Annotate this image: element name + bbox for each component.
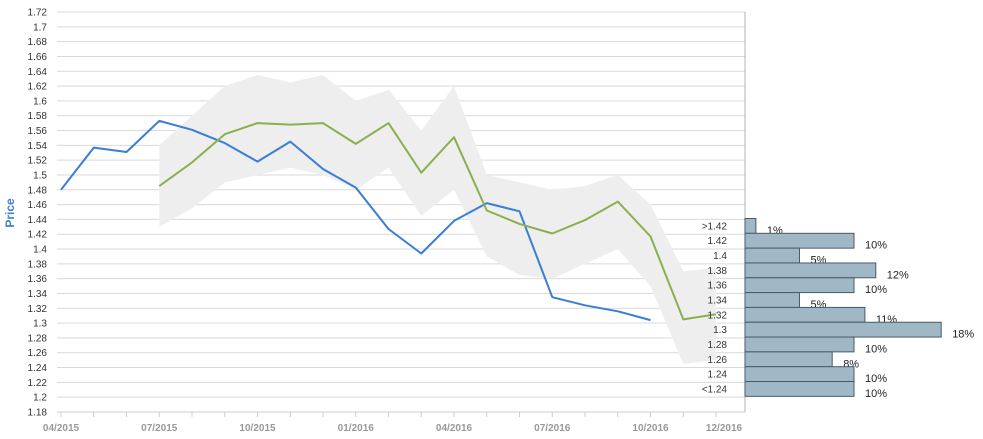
histogram-bin-label: 1.4 <box>713 251 727 262</box>
x-tick-label: 07/2015 <box>141 423 178 434</box>
histogram-percent-label: 10% <box>865 284 887 296</box>
y-tick-label: 1.2 <box>33 393 47 404</box>
histogram-bin-label: <1.24 <box>702 384 728 395</box>
histogram-bar <box>744 232 855 249</box>
series-line-2 <box>158 122 717 321</box>
y-tick-label: 1.46 <box>28 200 48 211</box>
histogram-bar <box>744 351 833 368</box>
x-axis-ticks: 04/2015 07/2015 10/2015 01/2016 04/2016 07/20… <box>43 412 743 434</box>
histogram-percent-label: 12% <box>887 269 909 281</box>
histogram-percent-label: 10% <box>865 240 887 252</box>
y-tick-label: 1.34 <box>28 289 48 300</box>
y-tick-label: 1.22 <box>28 378 48 389</box>
series-lines <box>60 119 717 322</box>
histogram-bin-label: 1.36 <box>708 281 728 292</box>
histogram-bin-label: 1.26 <box>708 355 728 366</box>
histogram-bar <box>744 247 800 264</box>
y-tick-label: 1.6 <box>33 96 47 107</box>
y-tick-label: 1.64 <box>28 67 48 78</box>
histogram-bin-label: >1.42 <box>702 221 728 232</box>
histogram-bar <box>744 306 866 323</box>
x-tick-label: 10/2015 <box>239 423 276 434</box>
histogram-percent-label: 10% <box>865 388 887 400</box>
distribution-histogram: >1.42 1%1.42 10%1.4 5%1.38 12%1.36 10%1.34 5%1… <box>702 218 974 400</box>
y-tick-label: 1.58 <box>28 111 48 122</box>
x-tick-label: 04/2015 <box>43 423 80 434</box>
y-tick-label: 1.56 <box>28 126 48 137</box>
y-tick-label: 1.68 <box>28 37 48 48</box>
y-tick-label: 1.3 <box>33 319 47 330</box>
y-tick-label: 1.4 <box>33 245 47 256</box>
y-axis-ticks: 1.72 1.7 1.68 1.66 1.64 1.62 1.6 1.58 1.56 1.54 1.… <box>28 8 48 419</box>
x-tick-label: 12/2016 <box>706 423 743 434</box>
histogram-bar <box>744 292 800 308</box>
histogram-percent-label: 10% <box>865 343 887 355</box>
histogram-bar <box>744 336 855 353</box>
histogram-bin-label: 1.28 <box>708 340 728 351</box>
y-axis-label: Price <box>3 198 17 228</box>
y-tick-label: 1.62 <box>28 82 48 93</box>
y-tick-label: 1.7 <box>33 22 47 33</box>
x-tick-label: 10/2016 <box>632 423 669 434</box>
histogram-bin-label: 1.42 <box>708 236 728 247</box>
histogram-bin-label: 1.32 <box>708 310 728 321</box>
histogram-bar <box>744 381 855 397</box>
y-tick-label: 1.38 <box>28 259 48 270</box>
y-tick-label: 1.24 <box>28 363 48 374</box>
histogram-percent-label: 18% <box>952 329 974 341</box>
y-tick-label: 1.18 <box>28 408 48 419</box>
histogram-bin-label: 1.3 <box>713 325 727 336</box>
histogram-bar <box>744 321 942 338</box>
y-tick-label: 1.5 <box>33 170 47 181</box>
y-tick-label: 1.66 <box>28 52 48 63</box>
y-tick-label: 1.44 <box>28 215 48 226</box>
histogram-bar <box>744 366 855 383</box>
y-tick-label: 1.42 <box>28 230 48 241</box>
y-tick-label: 1.28 <box>28 333 48 344</box>
y-tick-label: 1.54 <box>28 141 48 152</box>
y-tick-label: 1.52 <box>28 156 48 167</box>
histogram-bar <box>744 277 855 294</box>
histogram-percent-label: 10% <box>865 373 887 385</box>
x-tick-label: 04/2016 <box>436 423 473 434</box>
series-line-1 <box>60 119 651 322</box>
x-tick-label: 07/2016 <box>534 423 571 434</box>
histogram-bin-label: 1.38 <box>708 266 728 277</box>
y-tick-label: 1.26 <box>28 348 48 359</box>
histogram-bar <box>744 218 757 234</box>
histogram-bar <box>744 262 877 279</box>
y-tick-label: 1.36 <box>28 274 48 285</box>
histogram-bin-label: 1.24 <box>708 370 728 381</box>
x-tick-label: 01/2016 <box>338 423 375 434</box>
histogram-bin-label: 1.34 <box>708 296 728 307</box>
y-tick-label: 1.48 <box>28 185 48 196</box>
y-tick-label: 1.32 <box>28 304 48 315</box>
y-tick-label: 1.72 <box>28 8 48 19</box>
